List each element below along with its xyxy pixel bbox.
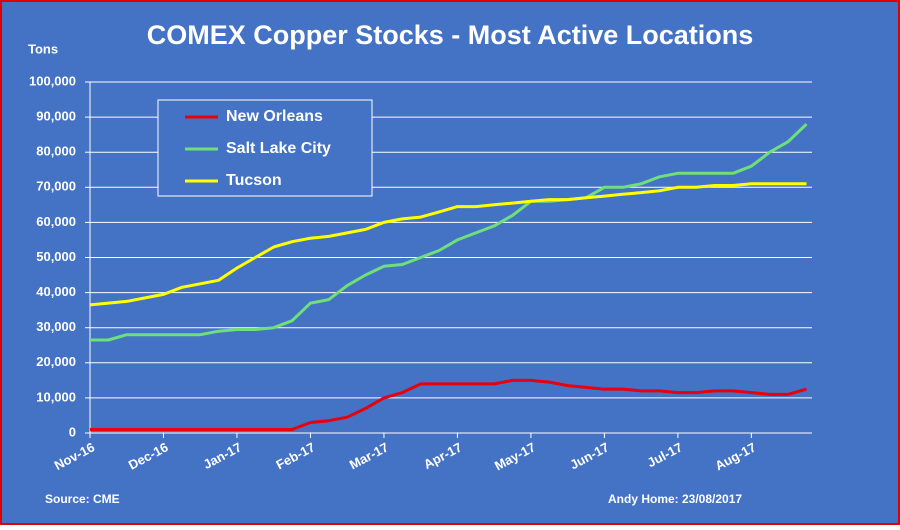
source: Source: CME — [45, 492, 120, 506]
y-tick-label: 30,000 — [36, 319, 76, 334]
y-tick-label: 90,000 — [36, 109, 76, 124]
legend-label: Salt Lake City — [226, 140, 331, 157]
y-axis-label: Tons — [28, 41, 58, 56]
y-tick-label: 20,000 — [36, 354, 76, 369]
y-tick-label: 70,000 — [36, 179, 76, 194]
y-tick-label: 60,000 — [36, 214, 76, 229]
legend-label: Tucson — [226, 172, 282, 189]
y-tick-label: 80,000 — [36, 144, 76, 159]
legend-label: New Orleans — [226, 108, 323, 125]
y-tick-label: 100,000 — [29, 73, 76, 88]
chart-title: COMEX Copper Stocks - Most Active Locati… — [147, 20, 754, 50]
series-line — [90, 378, 807, 431]
series-line — [89, 182, 807, 307]
credit: Andy Home: 23/08/2017 — [608, 492, 742, 506]
y-tick-label: 10,000 — [36, 389, 76, 404]
y-tick-label: 40,000 — [36, 284, 76, 299]
y-tick-label: 0 — [69, 424, 76, 439]
y-tick-label: 50,000 — [36, 249, 76, 264]
legend: New Orleans Salt Lake City Tucson — [157, 99, 373, 197]
series-line — [90, 123, 808, 342]
